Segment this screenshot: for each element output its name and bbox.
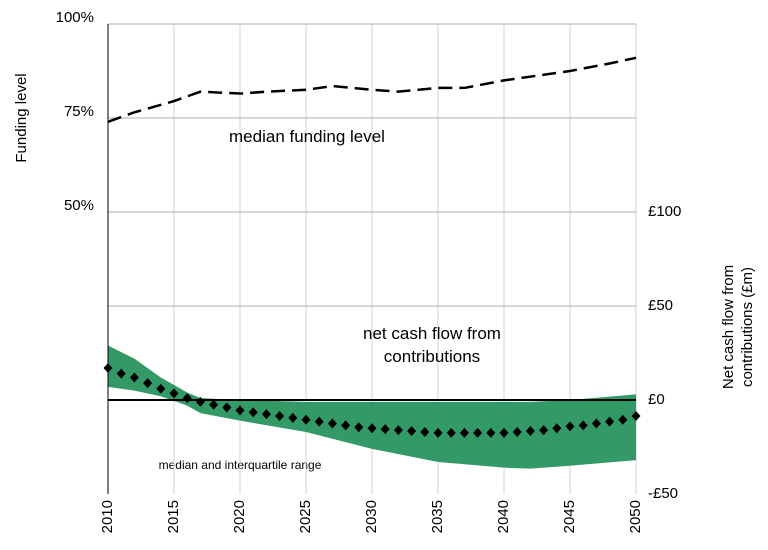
y-tick-label: 100% — [56, 9, 94, 26]
x-tick-label: 2010 — [99, 500, 116, 533]
y2-tick-label: £100 — [648, 203, 681, 220]
x-tick-label: 2015 — [165, 500, 182, 533]
median-point — [143, 378, 153, 389]
y2-tick-label: £0 — [648, 391, 665, 408]
annotation: median funding level — [229, 127, 385, 146]
median-point — [235, 405, 245, 416]
median-point — [552, 423, 562, 434]
y2-axis-label: Net cash flow from contributions (£m) — [720, 264, 756, 390]
median-point — [103, 363, 113, 374]
median-point — [420, 426, 430, 437]
x-tick-label: 2035 — [429, 500, 446, 533]
median-point — [591, 418, 601, 429]
median-point — [525, 426, 535, 437]
median-point — [209, 399, 219, 410]
y-axis-label: Funding level — [13, 73, 30, 162]
median-point — [473, 427, 483, 438]
median-point — [539, 425, 549, 436]
x-tick-label: 2045 — [561, 500, 578, 533]
median-point — [393, 425, 403, 436]
median-point — [459, 427, 469, 438]
median-point — [314, 416, 324, 427]
x-tick-label: 2025 — [297, 500, 314, 533]
median-point — [222, 402, 232, 413]
y-tick-label: 75% — [64, 103, 94, 120]
funding-line — [107, 56, 637, 123]
median-point — [354, 422, 364, 433]
median-point — [605, 416, 615, 427]
median-point — [446, 427, 456, 438]
median-point — [367, 423, 377, 434]
x-tick-label: 2030 — [363, 500, 380, 533]
median-point — [301, 414, 311, 425]
median-point — [486, 427, 496, 438]
median-point — [182, 393, 192, 404]
x-tick-label: 2050 — [627, 500, 644, 533]
annotation: net cash flow from contributions — [363, 324, 501, 366]
median-point — [380, 424, 390, 435]
median-point — [248, 407, 258, 418]
median-point — [116, 368, 126, 379]
median-point — [407, 426, 417, 437]
y2-tick-label: £50 — [648, 297, 673, 314]
median-point — [129, 372, 139, 383]
median-point — [565, 421, 575, 432]
median-point — [156, 383, 166, 394]
median-point — [327, 418, 337, 429]
median-point — [341, 420, 351, 431]
median-point — [631, 410, 641, 421]
y2-tick-label: -£50 — [648, 485, 678, 502]
y-tick-label: 50% — [64, 197, 94, 214]
x-tick-label: 2040 — [495, 500, 512, 533]
x-tick-label: 2020 — [231, 500, 248, 533]
median-point — [618, 414, 628, 425]
median-point — [578, 420, 588, 431]
median-point — [261, 409, 271, 420]
median-point — [433, 427, 443, 438]
median-point — [288, 412, 298, 423]
median-point — [169, 388, 179, 399]
median-point — [275, 410, 285, 421]
median-point — [195, 396, 205, 407]
median-point — [499, 427, 509, 438]
median-point — [512, 426, 522, 437]
